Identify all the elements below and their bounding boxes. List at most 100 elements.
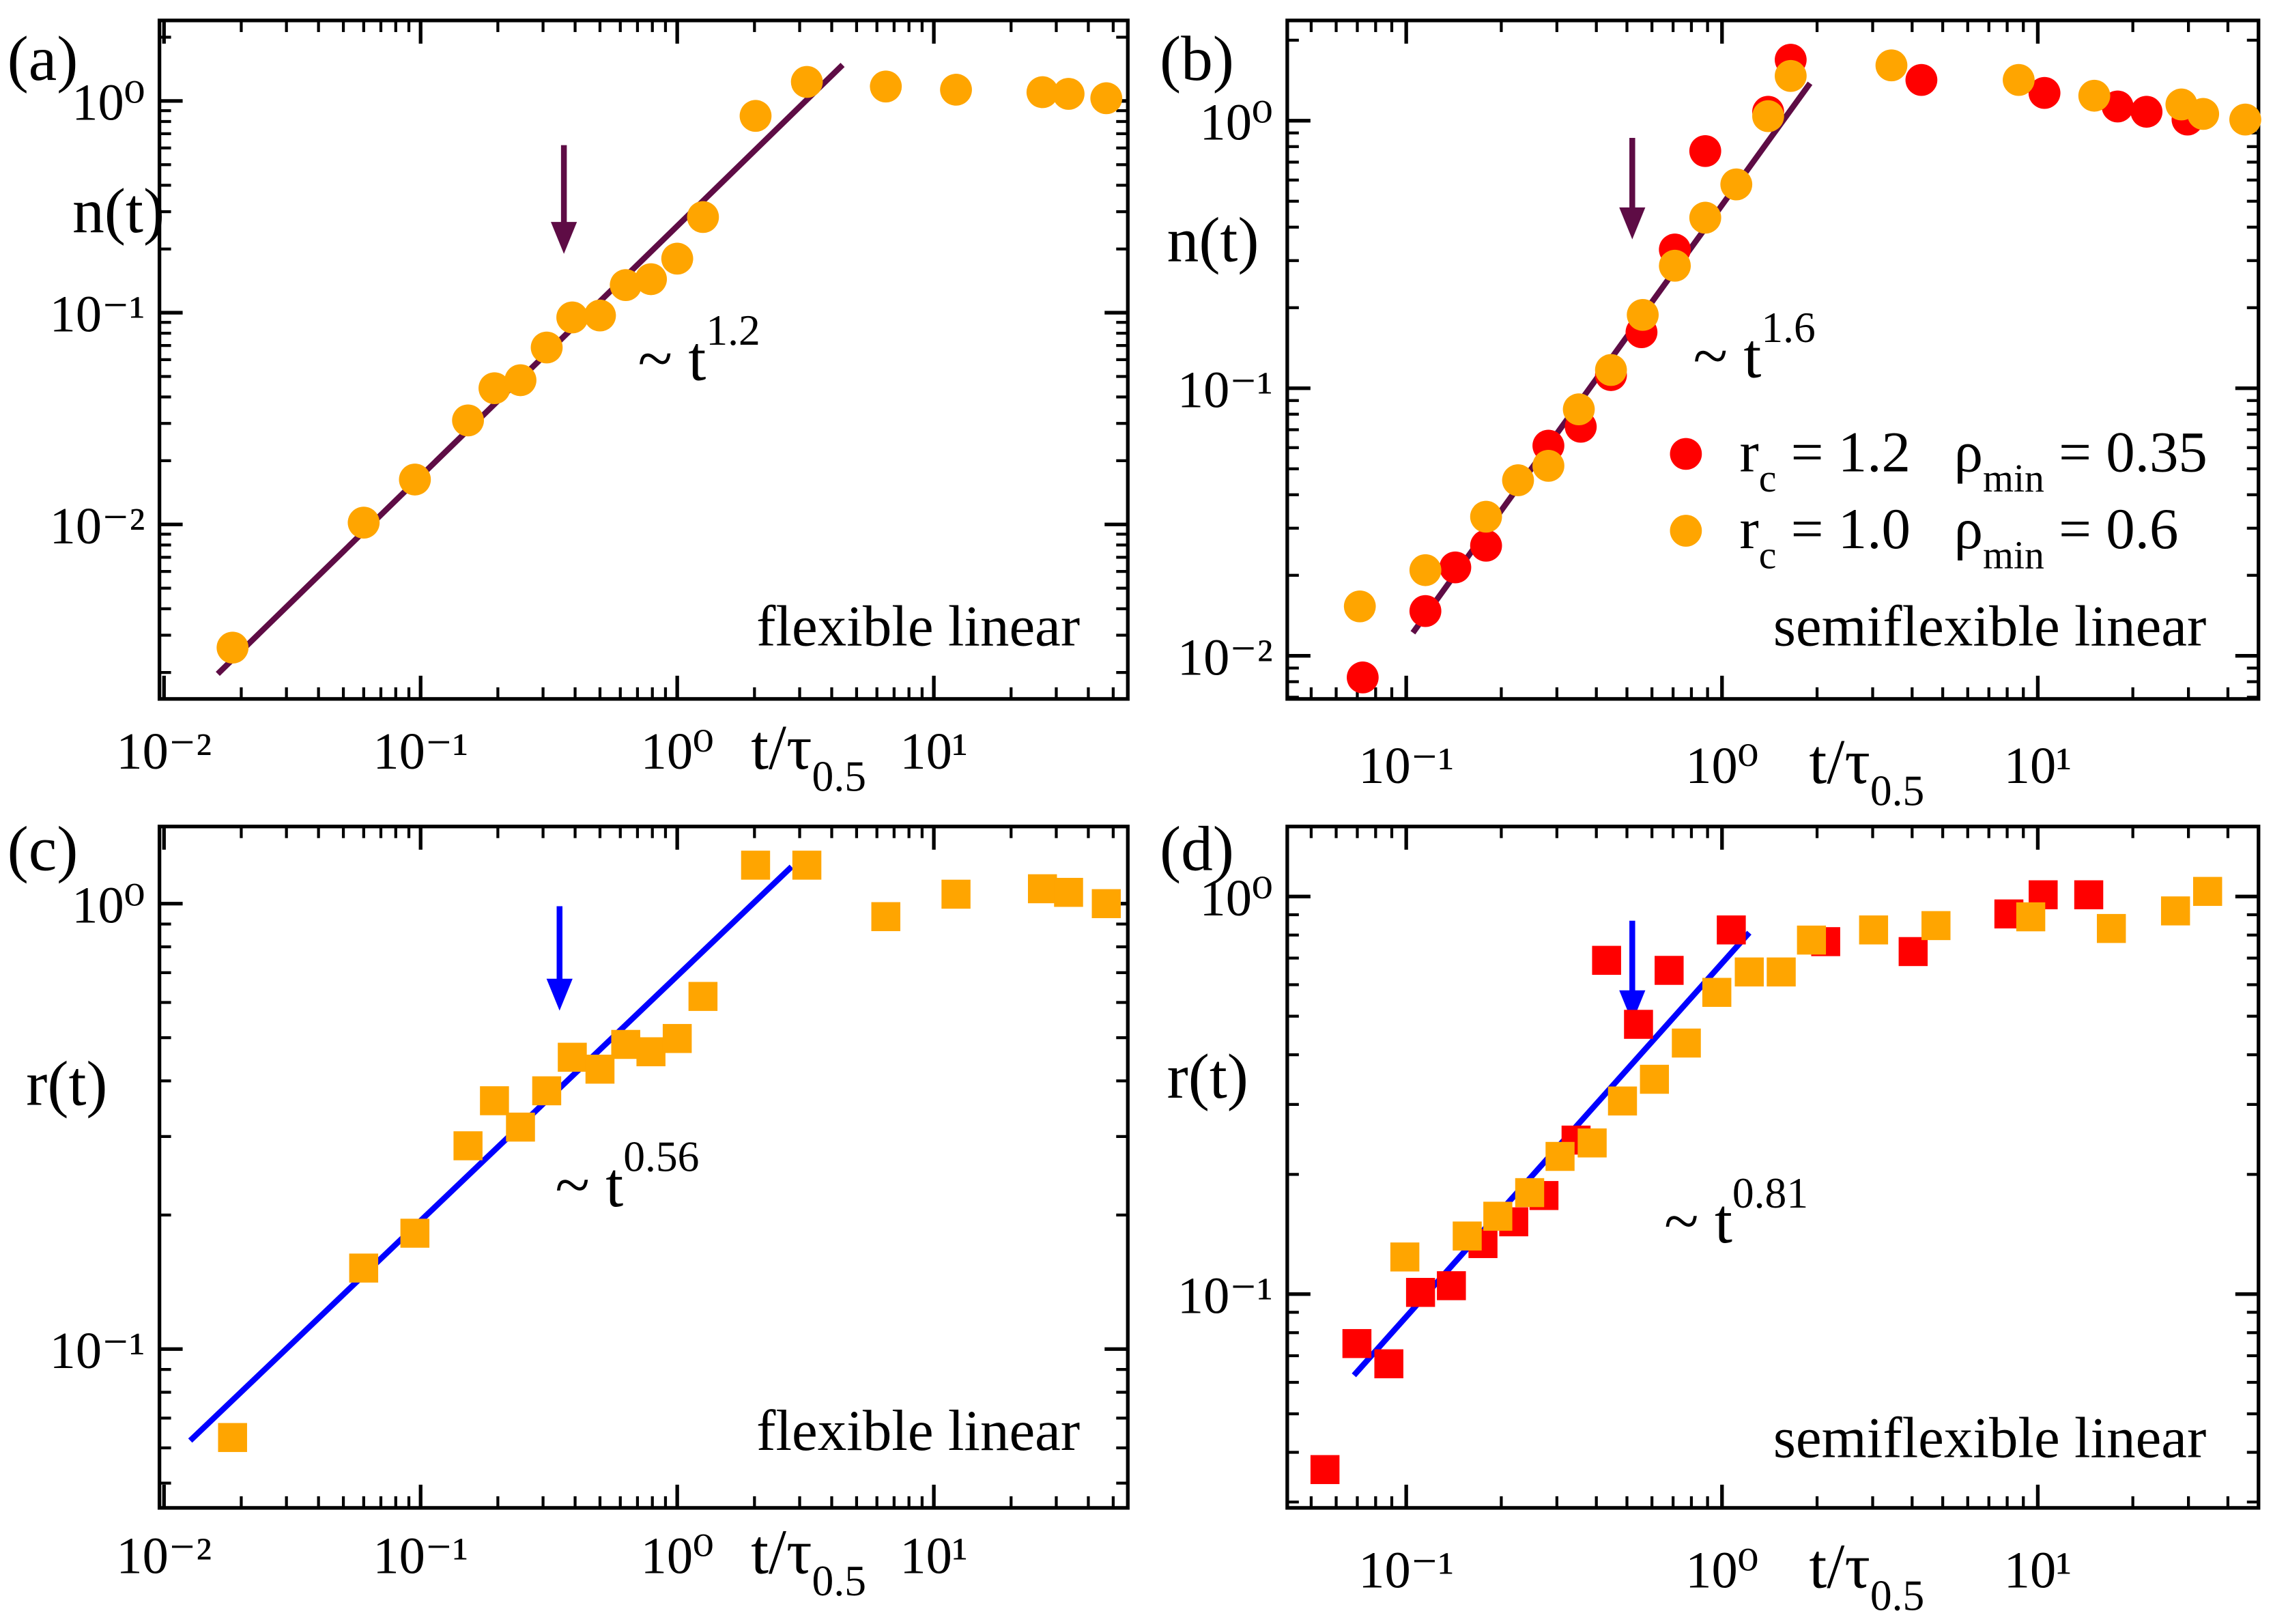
point xyxy=(1532,450,1564,482)
point xyxy=(478,372,511,405)
point xyxy=(941,879,971,909)
point xyxy=(870,70,902,103)
point xyxy=(635,263,668,296)
point xyxy=(504,364,537,397)
point xyxy=(2016,902,2046,932)
point xyxy=(216,631,249,664)
point xyxy=(1592,945,1621,975)
point xyxy=(2187,98,2220,130)
point xyxy=(453,1131,483,1160)
fit-label-part: 0.81 xyxy=(1732,1169,1808,1217)
point xyxy=(347,507,380,539)
fit-label-part: ~ t xyxy=(1693,321,1762,391)
point xyxy=(1343,590,1376,623)
x-tick-label: 10⁻¹ xyxy=(373,722,468,780)
point xyxy=(1921,911,1951,941)
point xyxy=(1797,925,1827,955)
panel-label: (d) xyxy=(1160,814,1234,884)
point xyxy=(940,74,972,106)
point xyxy=(585,1054,615,1084)
x-axis-label-part: t/τ xyxy=(1809,727,1870,797)
point xyxy=(558,1042,587,1072)
point xyxy=(1054,877,1083,907)
legend-label-part: = 0.6 xyxy=(2044,497,2179,561)
point xyxy=(790,66,823,98)
fit-label: ~ t1.6 xyxy=(1693,303,1816,391)
point xyxy=(400,1219,430,1248)
point xyxy=(532,1076,562,1106)
fit-label-part: ~ t xyxy=(555,1150,623,1221)
y-tick-label: 10⁰ xyxy=(72,73,145,131)
legend-label-part: c xyxy=(1759,535,1777,578)
point xyxy=(1027,874,1057,904)
point xyxy=(662,1024,692,1053)
x-axis-label: t/τ0.5 xyxy=(1809,1532,1924,1620)
point xyxy=(2003,63,2035,96)
point xyxy=(2028,76,2061,109)
point xyxy=(399,464,431,496)
fit-label-part: ~ t xyxy=(638,324,706,395)
point xyxy=(1734,957,1764,987)
point xyxy=(1090,82,1123,115)
x-axis-label: t/τ0.5 xyxy=(1809,727,1924,815)
panel-text: flexible linear xyxy=(756,1399,1080,1463)
point xyxy=(1026,76,1059,109)
point xyxy=(1562,393,1595,426)
point xyxy=(1717,915,1746,945)
point xyxy=(1752,100,1784,132)
x-tick-label: 10¹ xyxy=(900,1526,967,1584)
panel-text: semiflexible linear xyxy=(1773,594,2206,658)
plot-frame xyxy=(1285,825,2261,1510)
fit-line xyxy=(188,864,794,1443)
point xyxy=(1577,1128,1607,1158)
x-tick-label: 10⁻¹ xyxy=(1358,737,1454,795)
point xyxy=(1453,1221,1482,1251)
fit-label: ~ t0.56 xyxy=(555,1132,699,1221)
arrow-head xyxy=(1619,207,1646,240)
point xyxy=(1702,978,1732,1007)
point xyxy=(610,269,642,302)
point xyxy=(1898,937,1928,967)
point xyxy=(1405,1278,1435,1307)
y-axis-label: r(t) xyxy=(26,1049,107,1119)
point xyxy=(1875,49,1908,82)
x-tick-label: 10⁰ xyxy=(1685,1541,1758,1599)
fit-label-part: 0.56 xyxy=(623,1132,699,1181)
point xyxy=(1624,1010,1653,1039)
point xyxy=(611,1029,640,1059)
point xyxy=(2078,79,2111,112)
legend-label-part: = 0.35 xyxy=(2044,420,2207,484)
point xyxy=(1627,298,1659,331)
point xyxy=(1409,554,1442,586)
plot-frame xyxy=(1285,18,2261,701)
point xyxy=(739,100,772,132)
arrow-head xyxy=(546,978,573,1011)
point xyxy=(1859,915,1889,945)
point xyxy=(349,1253,379,1283)
y-tick-label: 10⁻² xyxy=(50,497,145,555)
panel-label: (a) xyxy=(8,24,78,94)
x-tick-label: 10⁻¹ xyxy=(1358,1541,1454,1599)
y-tick-label: 10⁰ xyxy=(1200,93,1273,151)
point xyxy=(871,902,900,932)
y-tick-label: 10⁰ xyxy=(72,876,145,934)
legend-label: rc = 1.2 ρmin = 0.35 xyxy=(1739,420,2207,500)
x-axis-label-part: 0.5 xyxy=(812,752,866,800)
y-tick-label: 10⁻¹ xyxy=(50,1322,145,1380)
point xyxy=(1502,464,1534,496)
point xyxy=(1409,595,1442,627)
x-tick-label: 10⁻¹ xyxy=(373,1526,468,1584)
panel-text: flexible linear xyxy=(756,594,1080,658)
legend-label-part: min xyxy=(1983,535,2044,578)
x-axis-label-part: t/τ xyxy=(1809,1532,1870,1602)
x-tick-label: 10⁻² xyxy=(116,722,212,780)
x-tick-label: 10⁻² xyxy=(116,1526,212,1584)
point xyxy=(452,404,485,437)
point xyxy=(1545,1141,1575,1171)
point xyxy=(1347,661,1379,694)
point xyxy=(1595,354,1627,386)
arrow-head xyxy=(1619,990,1646,1023)
point xyxy=(556,301,588,334)
point xyxy=(2074,880,2104,910)
point xyxy=(1655,956,1684,985)
